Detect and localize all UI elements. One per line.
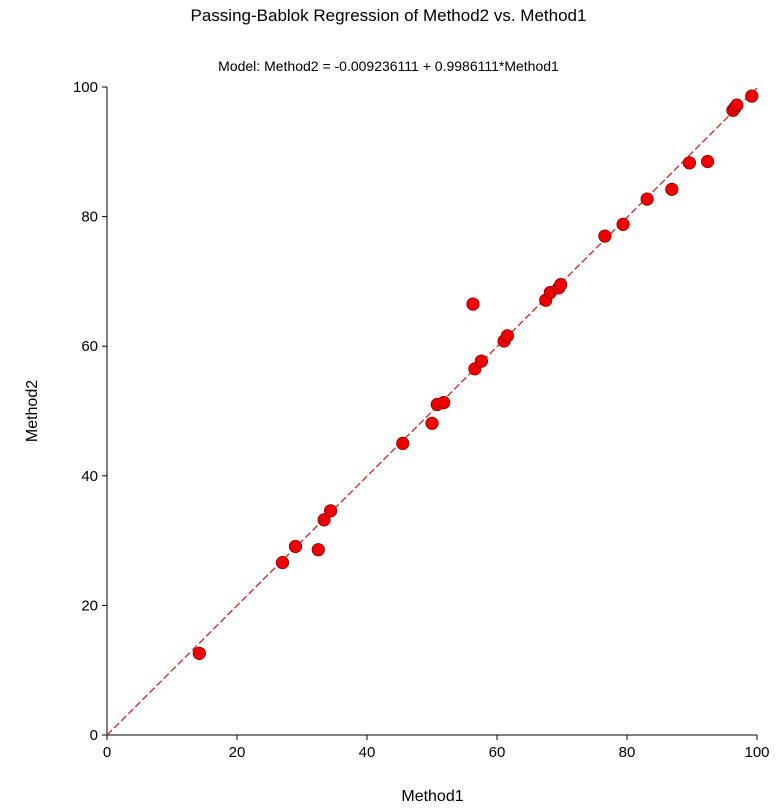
x-axis-label: Method1	[401, 788, 464, 805]
data-point	[425, 416, 439, 430]
data-point	[730, 98, 744, 112]
x-tick-label: 100	[744, 744, 769, 761]
y-tick-label: 0	[90, 727, 98, 744]
data-point	[598, 229, 612, 243]
data-point	[700, 154, 715, 169]
data-point	[554, 278, 568, 292]
y-tick-label: 80	[81, 209, 98, 226]
data-point	[275, 556, 290, 570]
data-point	[640, 192, 654, 206]
x-tick-label: 40	[359, 744, 376, 761]
data-point	[466, 297, 480, 311]
y-tick-label: 20	[81, 597, 98, 614]
x-tick-label: 0	[103, 744, 111, 761]
regression-line	[106, 87, 758, 736]
x-tick-label: 80	[619, 744, 636, 761]
y-tick-label: 60	[81, 338, 98, 355]
data-point	[323, 504, 338, 518]
x-tick-label: 60	[489, 744, 506, 761]
chart-title: Passing-Bablok Regression of Method2 vs.…	[190, 6, 587, 25]
y-tick-label: 40	[81, 468, 98, 485]
data-point	[192, 646, 206, 660]
data-point	[396, 436, 410, 450]
data-point	[616, 217, 630, 231]
data-point	[682, 156, 697, 170]
chart-subtitle: Model: Method2 = -0.009236111 + 0.998611…	[218, 58, 559, 74]
x-tick-label: 20	[229, 744, 246, 761]
data-point	[500, 329, 514, 343]
data-point	[317, 513, 331, 527]
data-point	[474, 354, 488, 368]
data-point	[745, 89, 759, 103]
data-point	[311, 543, 325, 557]
data-point	[288, 539, 303, 554]
data-point	[437, 395, 451, 410]
y-tick-label: 100	[73, 79, 98, 96]
data-point	[665, 182, 679, 196]
